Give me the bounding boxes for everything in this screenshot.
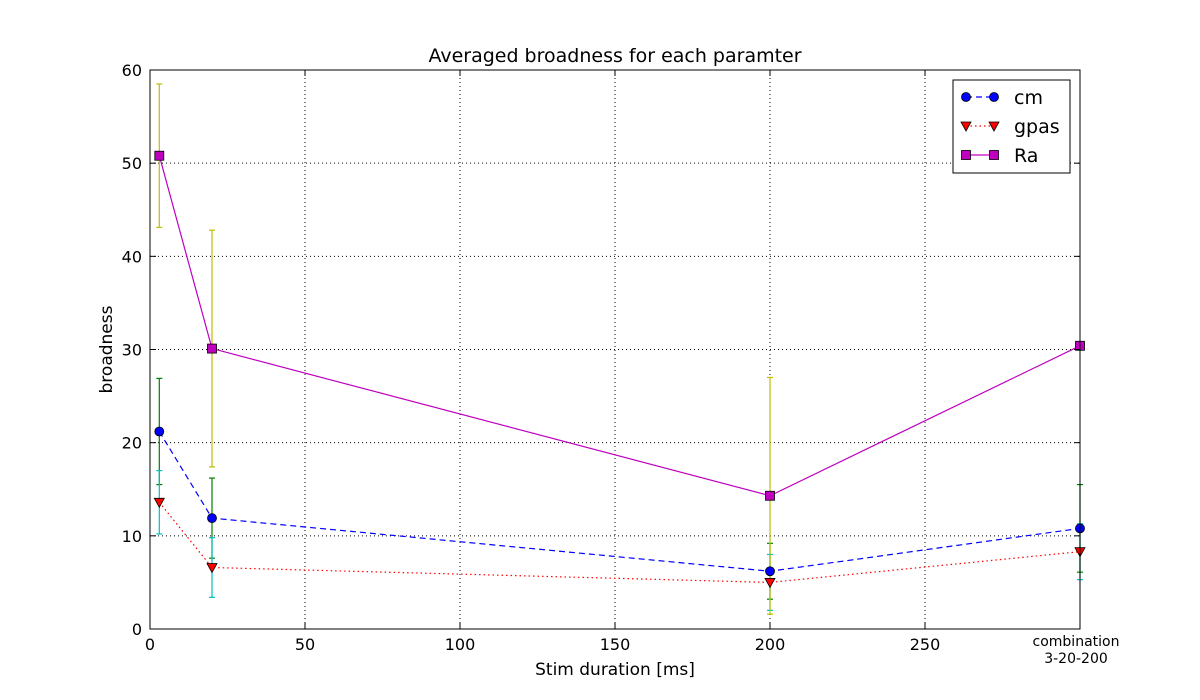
- legend-cm-marker: [989, 92, 999, 102]
- legend-cm-label: cm: [1014, 87, 1043, 109]
- y-tick-label: 50: [122, 154, 142, 173]
- x-tick-label: 50: [295, 635, 315, 654]
- legend-box: [952, 79, 1071, 174]
- legend-ra-label: Ra: [1014, 145, 1038, 167]
- ra-data-point: [207, 343, 217, 354]
- cm-data-point: [154, 426, 165, 437]
- ra-series-line: [158, 155, 1081, 497]
- cm-data-point: [207, 513, 217, 524]
- x-tick-label: 100: [445, 635, 476, 654]
- series-markers: [153, 150, 1086, 589]
- gpas-data-point: [764, 578, 776, 589]
- x-tick-label: 150: [600, 635, 631, 654]
- x-tick-label: 200: [755, 635, 786, 654]
- ra-data-point: [765, 490, 775, 501]
- legend-gpas-marker: [988, 121, 1000, 132]
- x-tick-label-combination: 3-20-200: [1044, 651, 1108, 667]
- ra-data-point: [154, 150, 165, 161]
- chart-title: Averaged broadness for each paramter: [428, 45, 801, 67]
- gpas-data-point: [153, 497, 165, 509]
- y-tick-label: 30: [122, 341, 142, 360]
- legend-gpas-label: gpas: [1014, 116, 1060, 138]
- legend-gpas-marker: [960, 121, 972, 132]
- cm-data-point: [765, 566, 775, 577]
- legend-ra-marker: [961, 150, 971, 160]
- grid: [150, 70, 1080, 629]
- gpas-series-line: [158, 501, 1081, 584]
- gpas-data-point: [206, 563, 218, 574]
- tick-labels: 0 50 100 150 200 250 0 10 20 30 40 50 60 combination3…: [122, 61, 1120, 667]
- y-tick-label: 20: [122, 434, 142, 453]
- legend-cm-marker: [961, 92, 971, 102]
- y-tick-label: 10: [122, 527, 142, 546]
- legend: cm gpas Ra: [952, 79, 1071, 174]
- error-bars: [156, 83, 1083, 615]
- x-tick-label: 250: [910, 635, 941, 654]
- y-tick-label: 60: [122, 61, 142, 80]
- ticks: [149, 69, 1080, 630]
- cm-series-line: [158, 431, 1081, 572]
- series-lines: [158, 155, 1081, 584]
- x-tick-label-combination: combination: [1033, 634, 1120, 650]
- y-tick-label: 0: [132, 620, 142, 639]
- x-tick-label: 0: [145, 635, 155, 654]
- legend-ra-marker: [989, 150, 999, 160]
- y-axis-label: broadness: [97, 305, 117, 393]
- x-axis-label: Stim duration [ms]: [535, 660, 695, 680]
- y-tick-label: 40: [122, 247, 142, 266]
